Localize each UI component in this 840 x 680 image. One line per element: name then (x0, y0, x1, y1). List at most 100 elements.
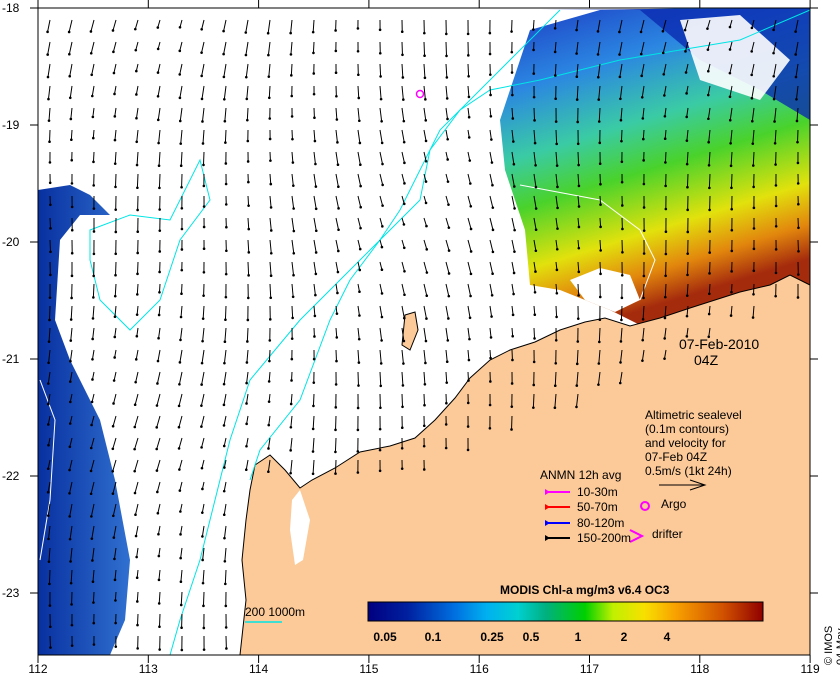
velocity-vector-head (201, 487, 204, 491)
velocity-vector (467, 173, 471, 184)
velocity-vector (156, 459, 161, 471)
velocity-vector-head (244, 75, 248, 79)
velocity-vector-head (491, 183, 494, 187)
velocity-vector-head (290, 74, 293, 77)
velocity-vector (291, 195, 295, 209)
velocity-vector (708, 151, 711, 166)
velocity-vector-head (155, 404, 159, 407)
lat-tick-label: -23 (2, 586, 20, 600)
velocity-vector-head (490, 138, 493, 141)
velocity-vector-head (512, 271, 516, 275)
velocity-vector-head (489, 93, 492, 97)
velocity-vector-head (797, 273, 800, 276)
velocity-vector-head (289, 53, 293, 56)
velocity-vector-head (378, 448, 382, 452)
velocity-vector (180, 151, 183, 166)
velocity-vector-head (444, 423, 448, 426)
velocity-vector-head (136, 623, 139, 627)
velocity-vector-head (380, 315, 384, 319)
velocity-vector-head (269, 251, 273, 255)
velocity-vector-head (728, 95, 732, 99)
velocity-vector-head (92, 274, 95, 278)
velocity-vector (135, 41, 139, 51)
velocity-vector (335, 195, 340, 209)
velocity-vector-head (269, 182, 273, 186)
exmouth-gulf (290, 490, 310, 565)
velocity-vector-head (533, 119, 536, 122)
velocity-vector-head (157, 554, 161, 558)
velocity-vector-head (620, 296, 624, 300)
velocity-vector-head (359, 205, 362, 209)
velocity-vector (157, 525, 161, 535)
velocity-vector (532, 19, 535, 30)
velocity-vector (423, 393, 426, 406)
velocity-vector-head (730, 290, 733, 294)
velocity-vector (773, 19, 777, 30)
velocity-vector (156, 415, 161, 428)
velocity-vector-head (597, 120, 601, 123)
lat-tick-label: -18 (2, 1, 20, 15)
velocity-vector (467, 63, 470, 77)
velocity-vector (223, 371, 227, 385)
velocity-vector-head (136, 208, 139, 212)
velocity-vector-head (246, 340, 249, 343)
velocity-vector (467, 261, 472, 274)
velocity-vector (91, 393, 95, 403)
velocity-vector (335, 129, 338, 143)
velocity-vector (751, 19, 755, 29)
velocity-vector-head (511, 93, 514, 97)
velocity-vector-head (577, 184, 581, 188)
velocity-vector-head (68, 468, 71, 472)
velocity-vector-head (89, 446, 93, 450)
velocity-vector-head (90, 73, 94, 77)
velocity-vector-head (423, 403, 426, 407)
velocity-vector (136, 151, 139, 166)
velocity-vector (379, 107, 383, 122)
velocity-vector (664, 305, 667, 318)
velocity-vector-head (424, 201, 428, 205)
velocity-vector-head (423, 76, 427, 80)
velocity-vector-head (797, 249, 800, 253)
velocity-vector-head (685, 115, 688, 119)
velocity-vector (313, 283, 316, 296)
velocity-vector (90, 481, 95, 494)
velocity-vector-head (621, 250, 624, 254)
time-label: 04Z (694, 352, 719, 368)
velocity-vector (357, 305, 360, 316)
velocity-vector-head (796, 296, 800, 299)
velocity-vector (511, 217, 516, 231)
velocity-vector (401, 239, 405, 248)
velocity-vector-head (577, 246, 581, 250)
velocity-vector (335, 107, 338, 120)
velocity-vector (598, 85, 601, 100)
velocity-vector-head (400, 446, 404, 450)
velocity-vector (335, 239, 339, 252)
velocity-vector-head (113, 138, 117, 142)
velocity-vector (576, 349, 579, 364)
colorbar-tick-label: 0.5 (522, 630, 540, 644)
velocity-vector (68, 19, 73, 33)
velocity-vector (202, 547, 205, 560)
velocity-vector (335, 173, 339, 187)
velocity-vector-head (685, 92, 688, 95)
velocity-vector-head (359, 163, 362, 167)
velocity-vector-head (424, 98, 427, 101)
velocity-vector (642, 305, 645, 320)
velocity-vector-head (114, 208, 118, 211)
velocity-vector (114, 569, 117, 580)
velocity-vector-head (112, 402, 115, 405)
velocity-vector-head (334, 428, 337, 432)
velocity-vector (114, 327, 117, 338)
velocity-vector-head (202, 163, 205, 167)
velocity-vector-head (70, 158, 74, 162)
velocity-vector (532, 393, 535, 408)
velocity-vector (68, 41, 73, 55)
velocity-vector-head (642, 252, 646, 255)
velocity-vector-head (445, 76, 449, 79)
velocity-vector (401, 349, 404, 364)
altimetry-line: 0.5m/s (1kt 24h) (645, 464, 732, 478)
velocity-vector-head (358, 141, 362, 145)
isobath-legend-label: 200 1000m (245, 605, 306, 619)
velocity-vector (47, 63, 51, 78)
velocity-vector (69, 481, 73, 494)
